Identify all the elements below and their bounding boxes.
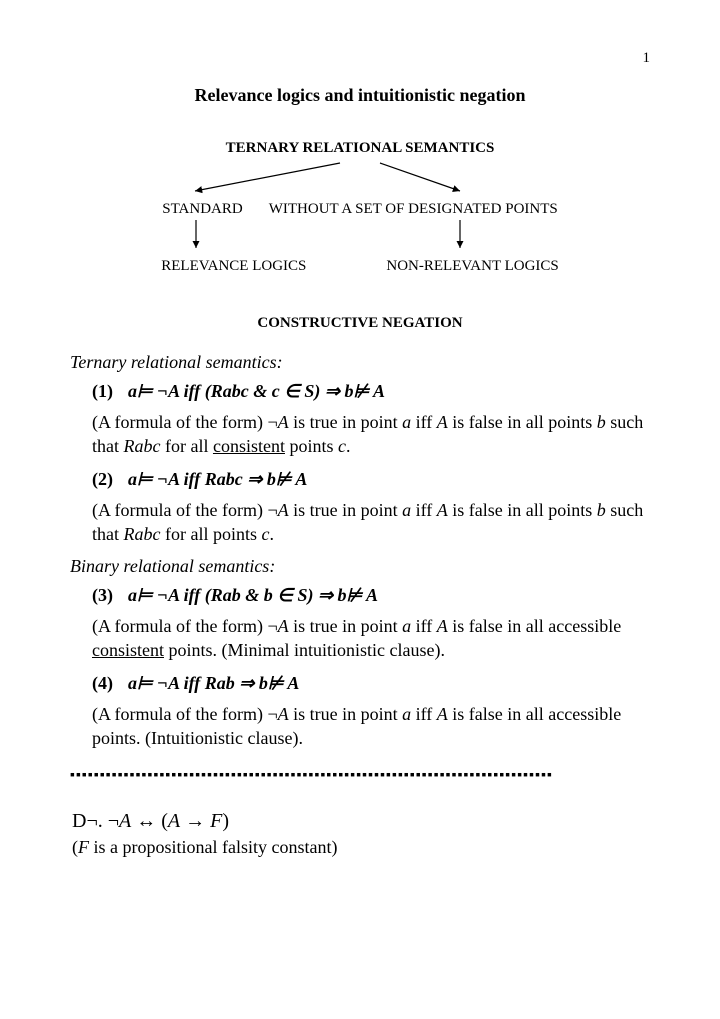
formula-3: (3)a⊨ ¬A iff (Rab & b ∈ S) ⇒ b⊭ A — [92, 585, 650, 606]
definition-explain: (F is a propositional falsity constant) — [72, 837, 650, 858]
document-title: Relevance logics and intuitionistic nega… — [70, 85, 650, 106]
section-constructive-negation: CONSTRUCTIVE NEGATION — [70, 315, 650, 332]
tree-mid-standard: STANDARD — [162, 201, 242, 218]
explain-3: (A formula of the form) ¬A is true in po… — [92, 614, 650, 663]
formula-3-body: a⊨ ¬A iff (Rab & b ∈ S) ⇒ b⊭ A — [128, 585, 378, 605]
tree-leaves-row: RELEVANCE LOGICS NON-RELEVANT LOGICS — [70, 258, 650, 275]
explain-4: (A formula of the form) ¬A is true in po… — [92, 702, 650, 751]
page-number: 1 — [70, 50, 650, 67]
formula-1-body: a⊨ ¬A iff (Rabc & c ∈ S) ⇒ b⊭ A — [128, 381, 385, 401]
tree-leaf-relevance: RELEVANCE LOGICS — [161, 258, 306, 275]
formula-2-num: (2) — [92, 469, 128, 490]
tree-mid-row: STANDARD WITHOUT A SET OF DESIGNATED POI… — [70, 201, 650, 218]
tree-mid-without: WITHOUT A SET OF DESIGNATED POINTS — [269, 201, 558, 218]
explain-2: (A formula of the form) ¬A is true in po… — [92, 498, 650, 547]
formula-1-num: (1) — [92, 381, 128, 402]
formula-4: (4)a⊨ ¬A iff Rab ⇒ b⊭ A — [92, 673, 650, 694]
formula-4-body: a⊨ ¬A iff Rab ⇒ b⊭ A — [128, 673, 299, 693]
formula-1: (1)a⊨ ¬A iff (Rabc & c ∈ S) ⇒ b⊭ A — [92, 381, 650, 402]
formula-2-body: a⊨ ¬A iff Rabc ⇒ b⊭ A — [128, 469, 307, 489]
formula-4-num: (4) — [92, 673, 128, 694]
formula-3-num: (3) — [92, 585, 128, 606]
binary-label: Binary relational semantics: — [70, 556, 650, 577]
ternary-label: Ternary relational semantics: — [70, 352, 650, 373]
separator-dots: ▪▪▪▪▪▪▪▪▪▪▪▪▪▪▪▪▪▪▪▪▪▪▪▪▪▪▪▪▪▪▪▪▪▪▪▪▪▪▪▪… — [70, 768, 650, 784]
tree-root: TERNARY RELATIONAL SEMANTICS — [70, 140, 650, 157]
tree-arrows-bottom — [140, 218, 580, 252]
tree-arrows-top — [140, 161, 580, 195]
semantics-tree: TERNARY RELATIONAL SEMANTICS STANDARD WI… — [70, 140, 650, 275]
explain-1: (A formula of the form) ¬A is true in po… — [92, 410, 650, 459]
definition-negation: D¬. ¬A ↔ (A → F) — [72, 810, 650, 833]
tree-leaf-nonrelevant: NON-RELEVANT LOGICS — [386, 258, 558, 275]
page: 1 Relevance logics and intuitionistic ne… — [0, 0, 720, 918]
formula-2: (2)a⊨ ¬A iff Rabc ⇒ b⊭ A — [92, 469, 650, 490]
